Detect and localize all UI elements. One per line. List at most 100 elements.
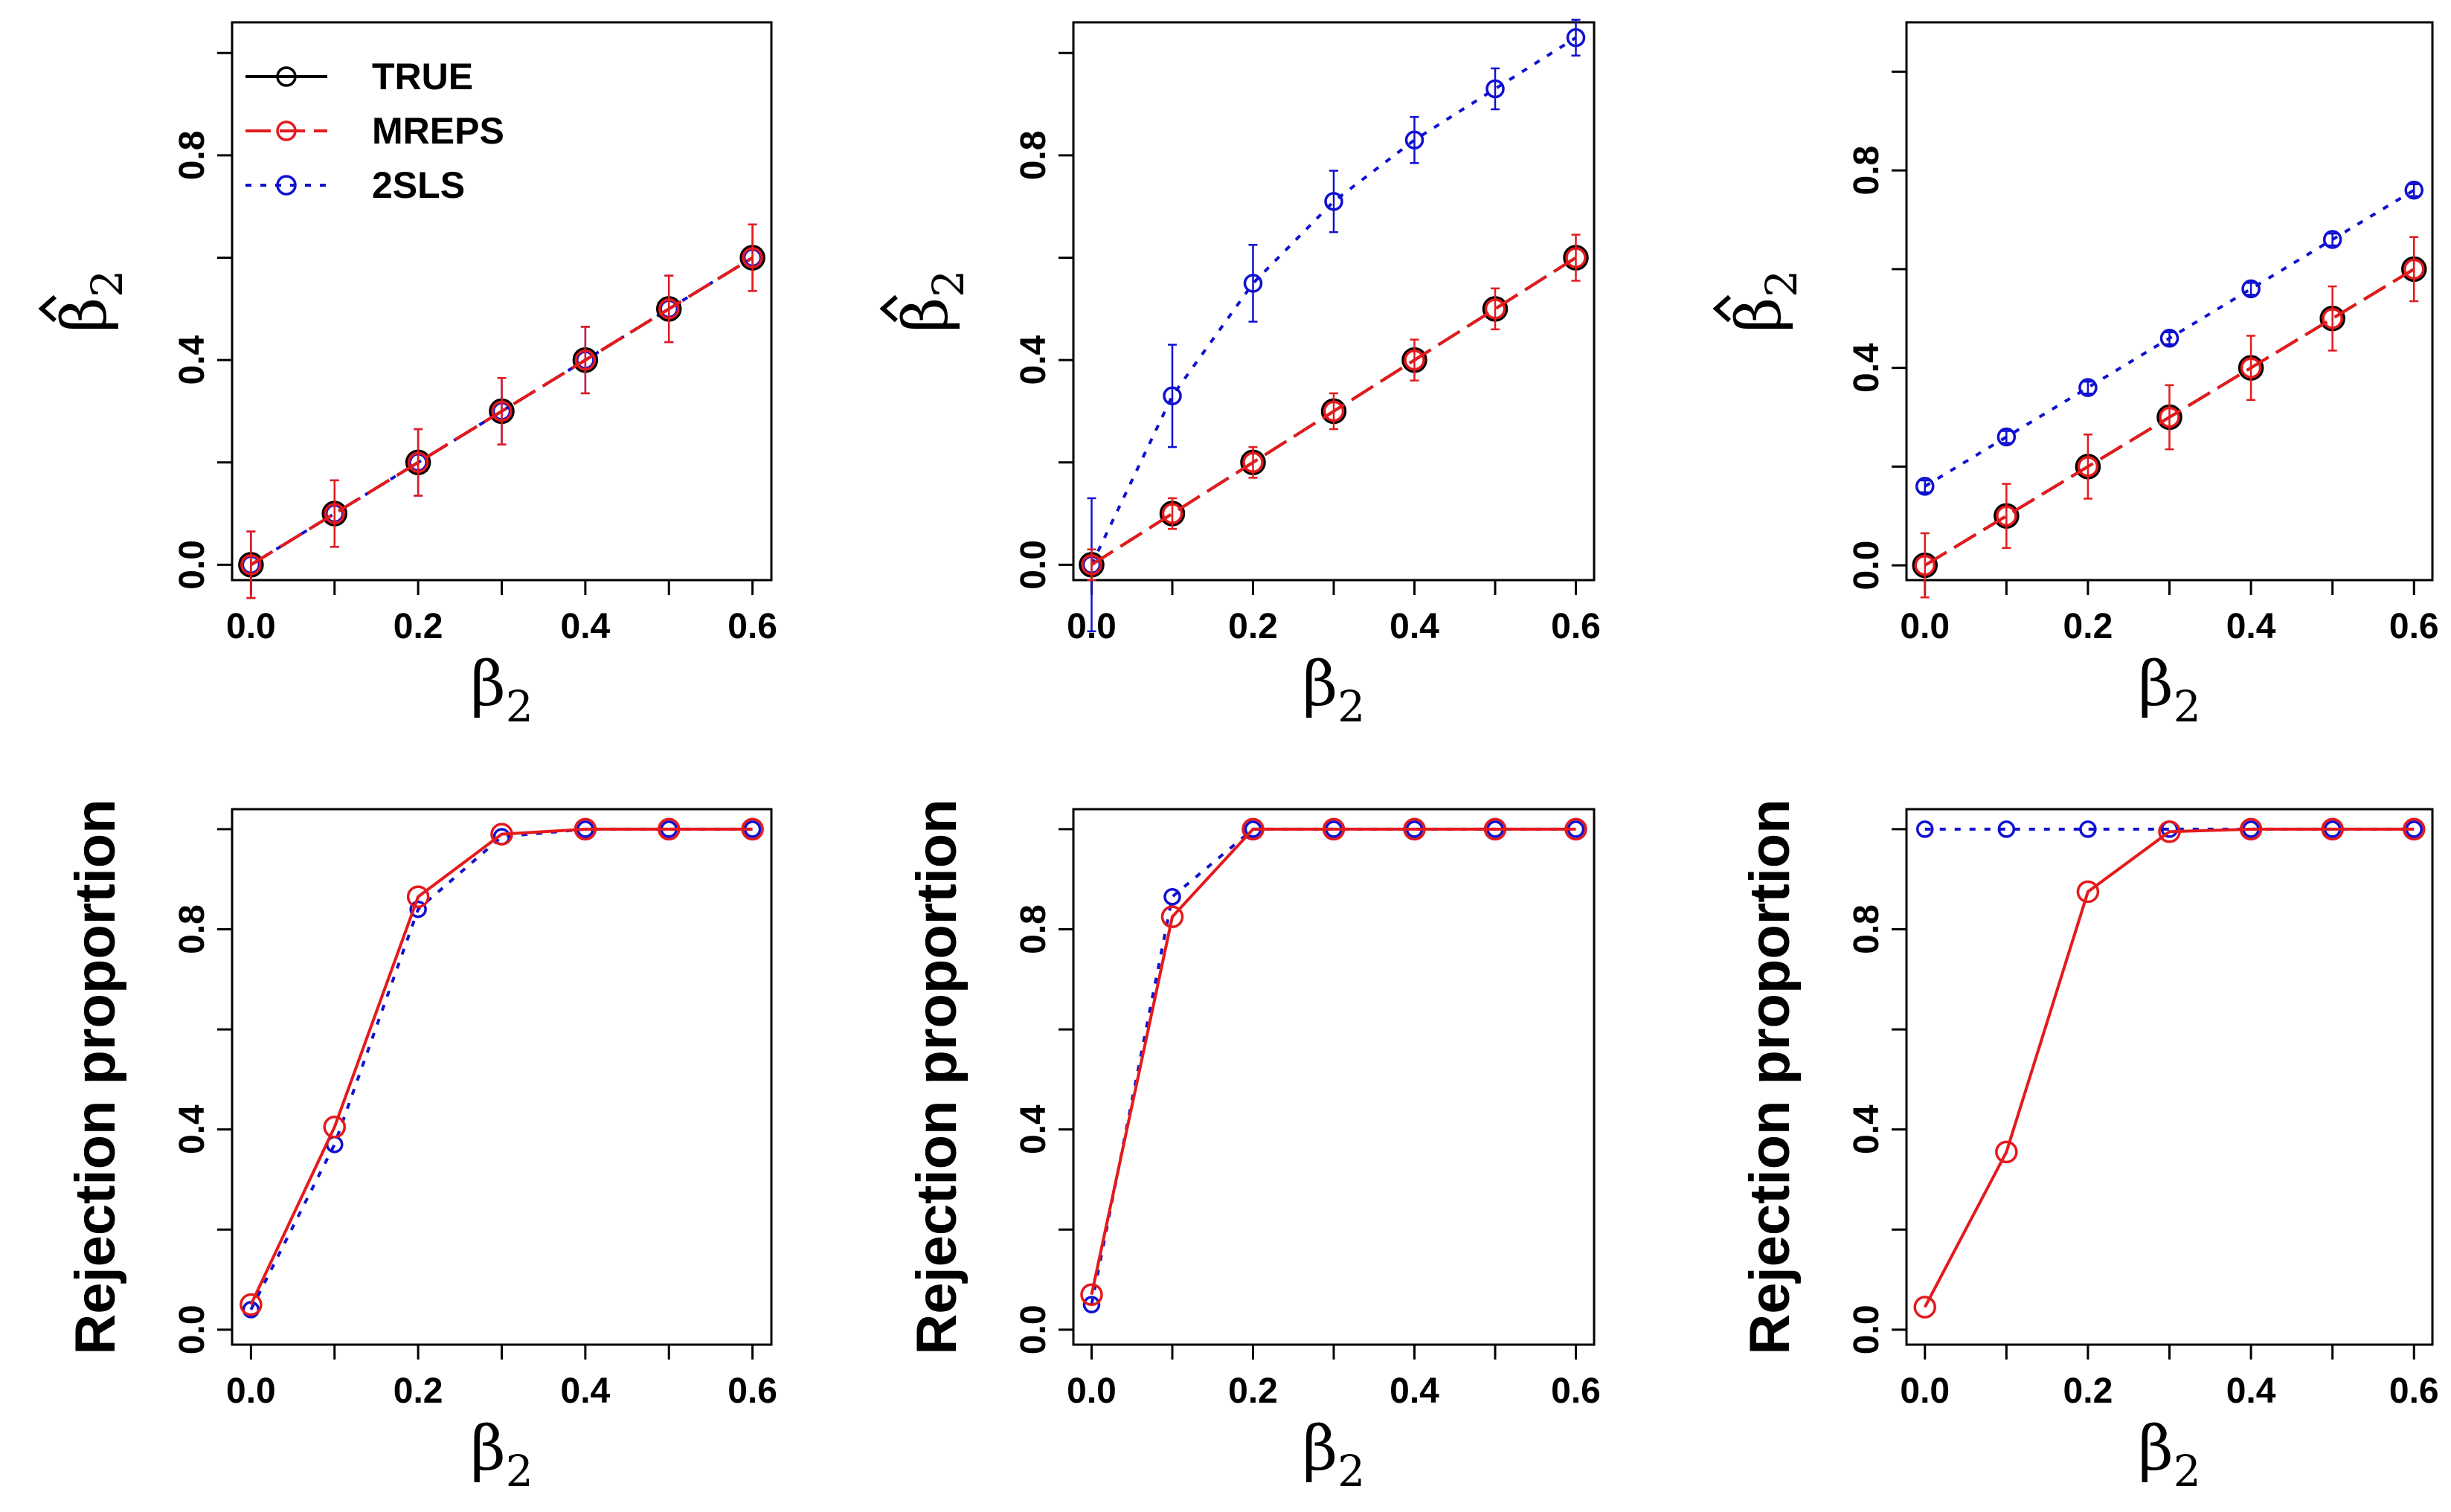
y-tick-label: 0.0	[1847, 541, 1886, 591]
data-point	[1163, 386, 1182, 406]
series-line	[249, 827, 753, 1306]
svg-text:β2: β2	[470, 1414, 533, 1496]
x-tick-label: 0.2	[1228, 1371, 1278, 1411]
legend-marker	[276, 66, 297, 87]
data-point	[1242, 451, 1264, 473]
y-tick-label: 0.4	[1014, 335, 1053, 385]
data-point	[1484, 298, 1506, 320]
y-tick-label: 0.8	[1014, 904, 1053, 954]
x-tick-label: 0.0	[226, 1371, 276, 1411]
y-axis-label: β2	[1712, 270, 1807, 332]
svg-text:β2: β2	[470, 649, 533, 732]
data-point	[1914, 554, 1936, 576]
y-tick-label: 0.4	[1847, 1104, 1886, 1154]
data-point	[2079, 820, 2097, 838]
series-mreps	[240, 223, 763, 599]
x-tick-label: 0.6	[1551, 1371, 1601, 1411]
svg-text:β2: β2	[50, 270, 132, 332]
x-tick-label: 0.4	[2226, 1371, 2276, 1411]
data-point	[2403, 258, 2425, 280]
svg-text:β2: β2	[1724, 270, 1807, 332]
series-2sls	[1082, 820, 1585, 1313]
data-point	[2076, 880, 2100, 904]
data-point	[1997, 427, 2017, 447]
data-point	[658, 298, 680, 320]
data-point	[2404, 180, 2424, 200]
series-mreps	[1913, 817, 2426, 1319]
x-axis-label: β2	[470, 1414, 533, 1496]
plot-frame	[1072, 808, 1596, 1346]
data-point	[2321, 817, 2344, 841]
data-point	[2077, 456, 2099, 477]
y-tick-label: 0.8	[1847, 146, 1886, 196]
data-point	[2240, 357, 2262, 379]
data-point	[2322, 230, 2342, 249]
data-point	[1322, 817, 1346, 841]
data-point	[409, 900, 427, 919]
data-point	[574, 349, 597, 371]
x-axis-label: β2	[1302, 1414, 1365, 1496]
data-point	[1324, 192, 1343, 211]
x-tick-label: 0.0	[1900, 607, 1950, 646]
data-point	[1485, 79, 1505, 99]
data-point	[1082, 1296, 1101, 1313]
x-tick-label: 0.4	[561, 1371, 611, 1411]
y-tick-label: 0.8	[173, 131, 212, 181]
legend-label: TRUE	[372, 56, 473, 97]
series-mreps	[1080, 817, 1587, 1306]
series-line	[1090, 827, 1576, 1296]
series-2sls	[1082, 19, 1586, 633]
legend-marker	[276, 175, 297, 196]
data-point	[1997, 820, 2016, 838]
data-point	[1323, 400, 1345, 422]
x-axis-label: β2	[1302, 649, 1365, 732]
x-tick-label: 0.4	[1390, 607, 1439, 646]
data-point	[1404, 349, 1425, 371]
legend-marker	[276, 120, 297, 141]
data-point	[1163, 888, 1181, 906]
y-axis-label-hat	[1712, 295, 1731, 323]
data-point	[407, 451, 429, 473]
svg-text:β2: β2	[1302, 649, 1365, 732]
data-point	[1080, 1283, 1103, 1306]
y-tick-label: 0.8	[1014, 131, 1053, 181]
x-tick-label: 0.2	[2063, 1371, 2113, 1411]
x-tick-label: 0.0	[1067, 1371, 1117, 1411]
x-axis-label: β2	[2138, 649, 2200, 732]
data-point	[574, 817, 597, 841]
y-tick-label: 0.0	[1014, 1304, 1053, 1354]
svg-text:β2: β2	[891, 270, 974, 332]
data-point	[2322, 307, 2343, 329]
plot-frame	[1905, 21, 2434, 582]
series-line	[1090, 827, 1576, 1305]
data-point	[324, 503, 345, 524]
y-tick-label: 0.0	[173, 1304, 212, 1354]
y-axis-label: Rejection proportion	[905, 799, 968, 1354]
x-tick-label: 0.4	[2226, 607, 2276, 646]
series-2sls	[242, 820, 762, 1319]
series-mreps	[240, 817, 764, 1316]
plot-frame	[1905, 808, 2434, 1346]
y-tick-label: 0.8	[1847, 904, 1886, 954]
series-line	[249, 827, 753, 1310]
panel-5: 0.0 0.2 0.4 0.6 0.0 0.4 0.8 β2 Rejection proport…	[905, 799, 1601, 1496]
x-tick-label: 0.2	[393, 607, 443, 646]
panel-6: 0.0 0.2 0.4 0.6 0.0 0.4 0.8 β2 Rejection proport…	[1738, 799, 2439, 1496]
y-axis-label: β2	[38, 270, 132, 332]
x-tick-label: 0.2	[2063, 607, 2113, 646]
legend-label: 2SLS	[372, 164, 465, 206]
x-tick-label: 0.2	[1228, 607, 1278, 646]
data-point	[323, 1116, 346, 1139]
x-tick-label: 0.0	[226, 607, 276, 646]
y-axis-label-hat	[879, 295, 898, 323]
x-tick-label: 0.6	[2389, 1371, 2439, 1411]
x-tick-label: 0.4	[561, 607, 611, 646]
data-point	[406, 885, 430, 909]
x-tick-label: 0.6	[1551, 607, 1601, 646]
data-point	[2403, 817, 2426, 841]
y-tick-label: 0.8	[173, 904, 212, 954]
data-point	[1564, 817, 1587, 841]
data-point	[1913, 1296, 1936, 1319]
